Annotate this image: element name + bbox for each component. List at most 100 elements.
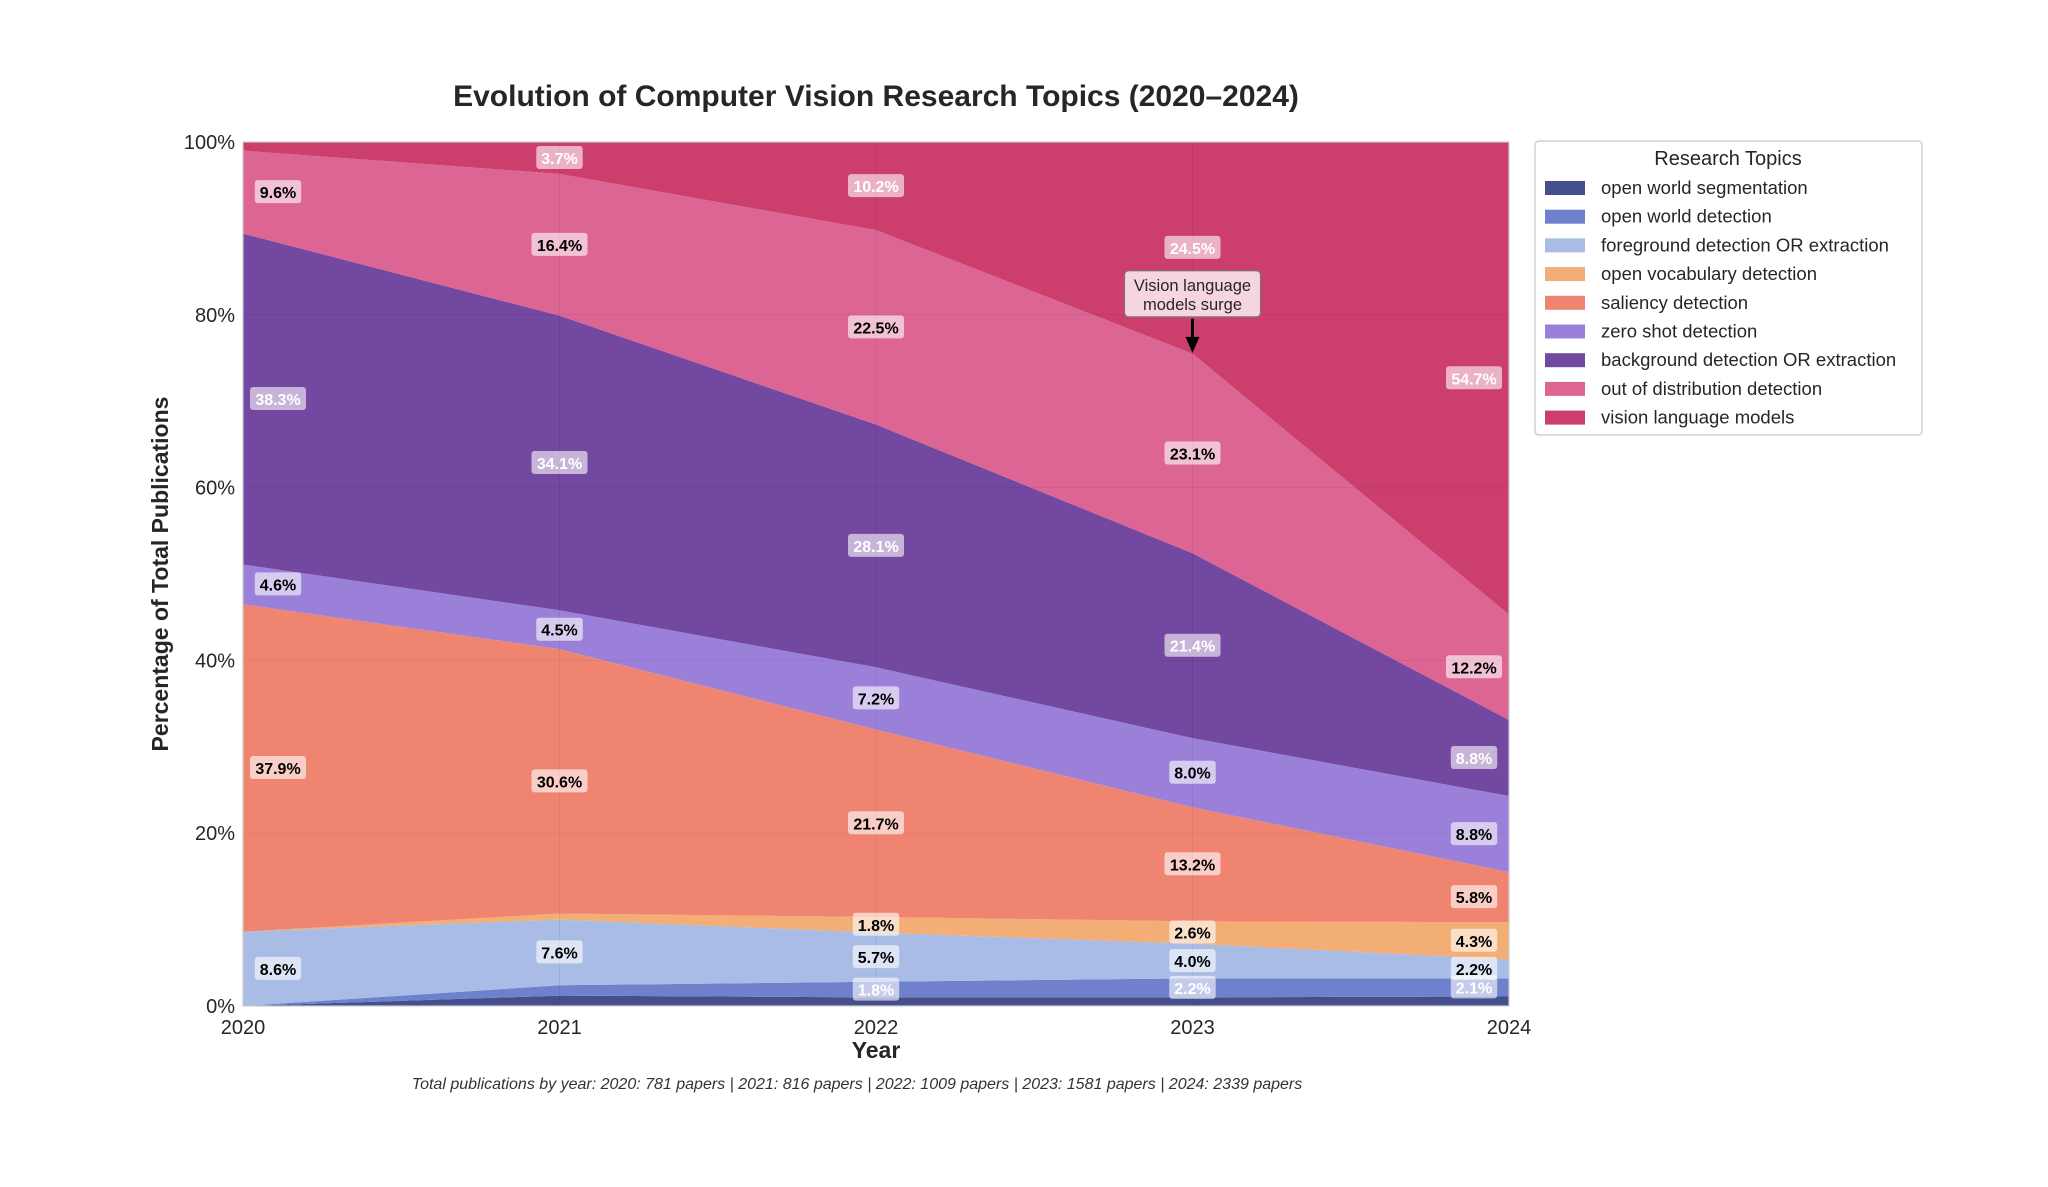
legend-label: saliency detection: [1601, 292, 1748, 313]
annotation-text: models surge: [1143, 296, 1242, 314]
y-axis-label: Percentage of Total Publications: [147, 397, 173, 752]
plot-area: 1.8% 2.2% 2.1%8.6%7.6% 5.7% 4.0% 2.2%1.8% 2.6%…: [242, 141, 1510, 1007]
legend-label: foreground detection OR extraction: [1601, 234, 1889, 255]
data-label-text: 21.7%: [853, 816, 898, 833]
legend-label: open vocabulary detection: [1601, 263, 1817, 284]
data-label-bg: [848, 315, 904, 339]
data-label: 13.2%: [1164, 852, 1221, 876]
data-label: 9.6%: [254, 180, 302, 204]
data-label-bg: [250, 755, 306, 779]
y-tick-label: 60%: [195, 478, 235, 500]
data-label-text: 8.8%: [1456, 751, 1492, 768]
data-label-text: 37.9%: [255, 761, 300, 778]
data-label: 38.3%: [250, 387, 306, 411]
data-label-bg: [536, 940, 583, 964]
data-label: 1.8%: [852, 977, 900, 1001]
y-tick-label: 40%: [195, 650, 235, 672]
data-label-text: 21.4%: [1170, 639, 1215, 656]
data-label-text: 8.8%: [1456, 827, 1492, 844]
x-axis-ticks: 2020 2021 2022 2023 2024: [221, 1017, 1532, 1039]
y-tick-label: 80%: [195, 305, 235, 327]
data-label: 37.9%: [250, 755, 306, 779]
data-label-text: 7.2%: [858, 691, 894, 708]
data-label-bg: [531, 232, 588, 256]
data-label-text: 5.8%: [1456, 890, 1492, 907]
data-label: 4.0%: [1169, 949, 1216, 973]
y-tick-label: 100%: [184, 132, 235, 154]
data-label: 54.7%: [1446, 366, 1502, 390]
x-tick-label: 2024: [1487, 1017, 1532, 1039]
data-label-text: 4.0%: [1174, 954, 1210, 971]
data-label: 4.6%: [254, 572, 302, 596]
data-label-text: 2.2%: [1174, 981, 1210, 998]
data-label: 8.6%: [254, 956, 302, 980]
legend-item: out of distribution detection: [1545, 378, 1822, 399]
data-label-text: 1.8%: [858, 918, 894, 935]
data-label-text: 30.6%: [537, 774, 582, 791]
data-label-text: 5.7%: [858, 950, 894, 967]
area-out-of-distribution-detection: [243, 150, 1509, 721]
data-label: 3.7%: [536, 145, 583, 169]
data-label-text: 12.2%: [1451, 660, 1496, 677]
data-label: 7.6%: [536, 940, 583, 964]
annotation-arrow-head: [1185, 336, 1200, 353]
chart-title: Evolution of Computer Vision Research To…: [453, 80, 1299, 113]
data-label: 34.1%: [531, 450, 588, 474]
legend-item: open world segmentation: [1545, 177, 1808, 198]
legend-swatch: [1545, 267, 1585, 282]
data-label: 5.7%: [852, 945, 900, 969]
data-label-text: 34.1%: [537, 456, 582, 473]
legend-item: open vocabulary detection: [1545, 263, 1817, 284]
legend-label: vision language models: [1601, 407, 1794, 428]
legend-label: open world segmentation: [1601, 177, 1808, 198]
annotation-text: Vision language: [1134, 277, 1251, 295]
data-label-bg: [852, 977, 900, 1001]
data-label-bg: [254, 572, 302, 596]
data-label-bg: [1450, 975, 1498, 999]
data-label-text: 8.6%: [260, 962, 296, 979]
data-label-bg: [1450, 956, 1498, 980]
plot-frame: [242, 141, 1510, 1007]
data-label-bg: [536, 617, 583, 641]
annotation-box: [1123, 270, 1262, 318]
data-label: 4.3%: [1450, 928, 1498, 952]
legend-box: [1534, 140, 1923, 436]
x-axis-label: Year: [852, 1037, 901, 1063]
data-label-bg: [1169, 949, 1216, 973]
data-label-text: 16.4%: [537, 238, 582, 255]
data-label-bg: [848, 174, 904, 198]
legend-swatch: [1545, 324, 1585, 339]
legend-item: open world detection: [1545, 206, 1772, 227]
data-label-bg: [848, 533, 904, 557]
data-label-bg: [536, 145, 583, 169]
data-label-text: 8.0%: [1174, 766, 1210, 783]
data-label-bg: [852, 912, 900, 936]
data-label-text: 3.7%: [541, 151, 577, 168]
data-label-text: 13.2%: [1170, 857, 1215, 874]
data-label-bg: [1446, 655, 1502, 679]
legend-label: out of distribution detection: [1601, 378, 1822, 399]
data-label-text: 1.8%: [858, 983, 894, 1000]
legend-swatch: [1545, 410, 1585, 425]
data-label-text: 2.2%: [1456, 962, 1492, 979]
legend-swatch: [1545, 209, 1585, 224]
data-label-bg: [254, 956, 302, 980]
legend-item: background detection OR extraction: [1545, 349, 1896, 370]
data-label: 12.2%: [1446, 655, 1502, 679]
legend-swatch: [1545, 181, 1585, 195]
data-label: 28.1%: [848, 533, 904, 557]
y-tick-label: 20%: [195, 823, 235, 845]
data-label: 4.5%: [536, 617, 583, 641]
data-label: 7.2%: [852, 686, 900, 710]
legend-item: zero shot detection: [1545, 321, 1757, 342]
data-label: 8.8%: [1450, 746, 1498, 770]
legend-item: foreground detection OR extraction: [1545, 234, 1889, 255]
legend-label: open world detection: [1601, 206, 1772, 227]
data-label-bg: [1169, 975, 1216, 999]
legend-title: Research Topics: [1654, 148, 1801, 170]
footnote: Total publications by year: 2020: 781 pa…: [412, 1076, 1302, 1093]
data-label-text: 7.6%: [541, 945, 577, 962]
data-label: 30.6%: [531, 769, 588, 793]
legend-swatch: [1545, 353, 1585, 368]
